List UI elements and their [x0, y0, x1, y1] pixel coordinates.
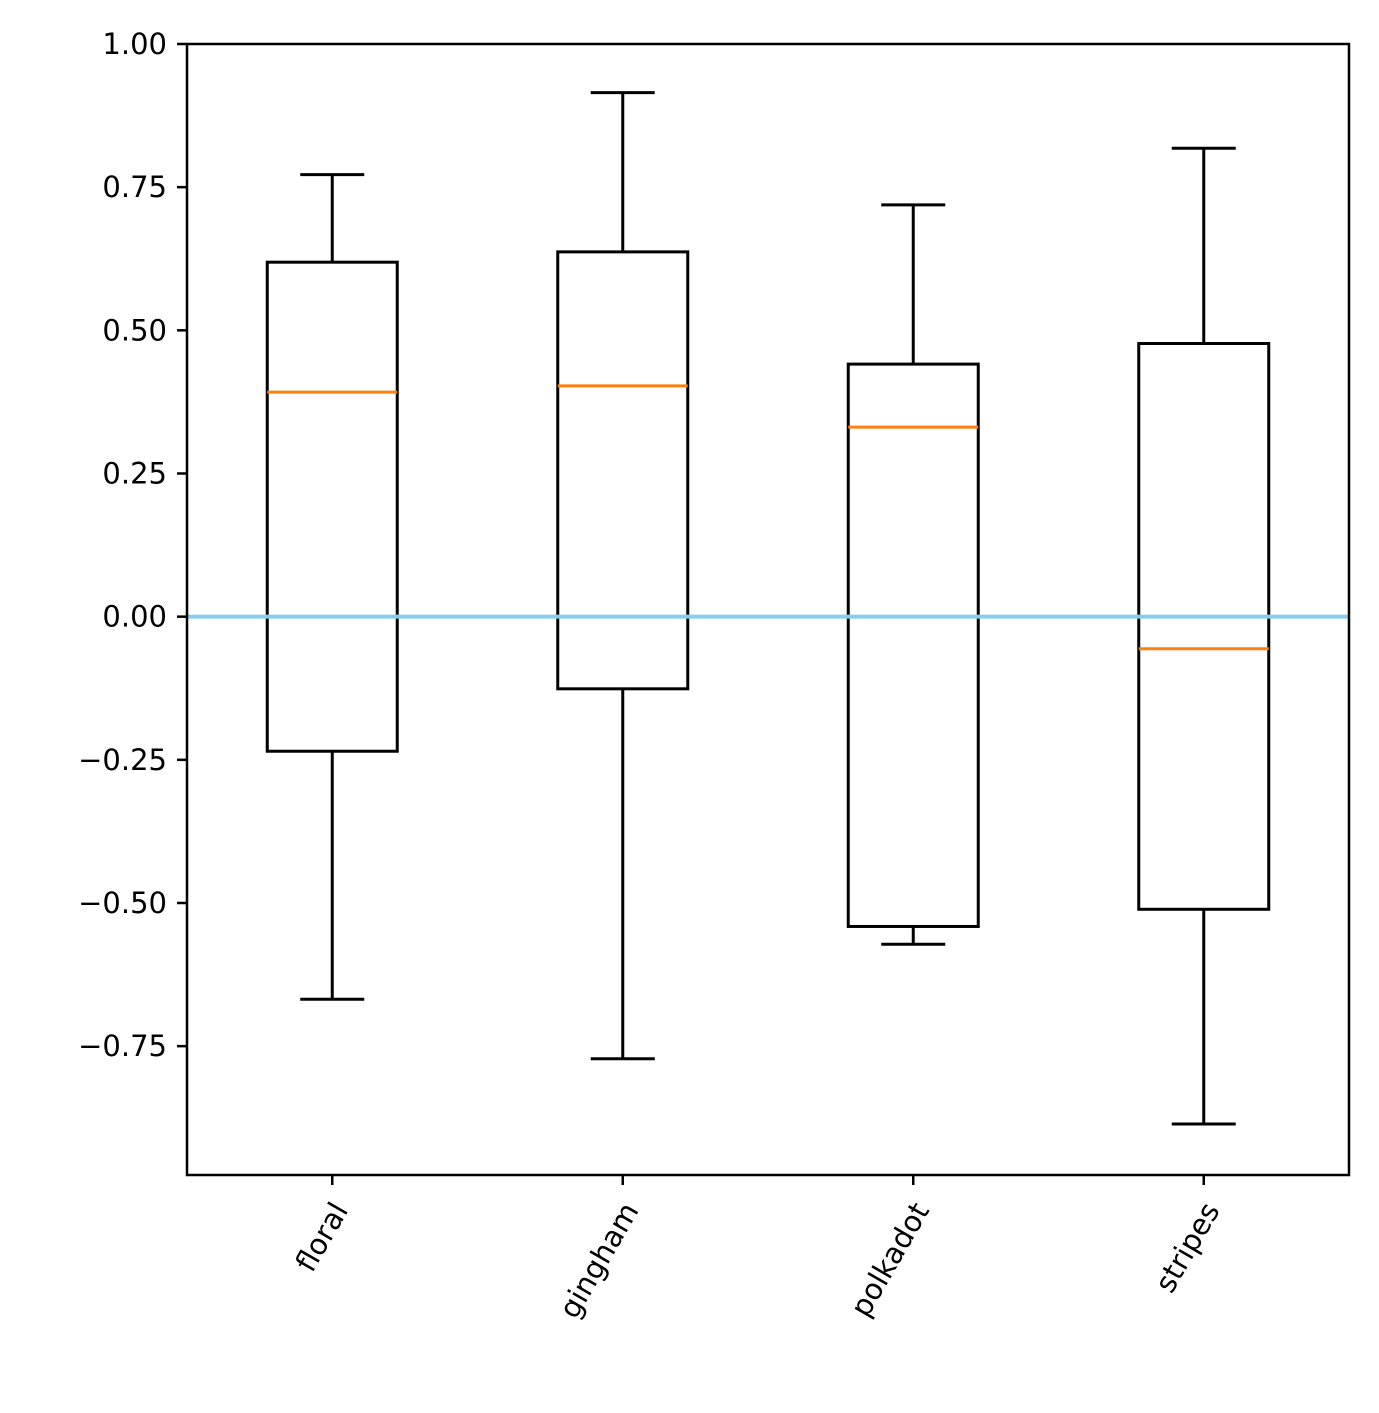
y-tick-label: 0.00 [102, 600, 167, 634]
x-tick-label-polkadot: polkadot [844, 1197, 936, 1323]
box-floral [265, 260, 399, 753]
x-tick-label-floral: floral [289, 1197, 355, 1278]
axes-frame [185, 42, 1351, 1177]
x-tick-label-stripes: stripes [1148, 1197, 1226, 1299]
y-tick-label: −0.75 [78, 1029, 167, 1063]
y-tick-label: 1.00 [102, 27, 167, 61]
y-tick-label: −0.50 [78, 886, 167, 920]
box-polkadot [846, 362, 980, 928]
x-tick-label-gingham: gingham [552, 1197, 645, 1325]
y-tick-label: −0.25 [78, 743, 167, 777]
y-tick-label: 0.75 [102, 170, 167, 204]
y-tick-label: 0.25 [102, 456, 167, 490]
box-stripes [1137, 342, 1271, 911]
box-gingham [556, 250, 690, 691]
y-tick-label: 0.50 [102, 313, 167, 347]
